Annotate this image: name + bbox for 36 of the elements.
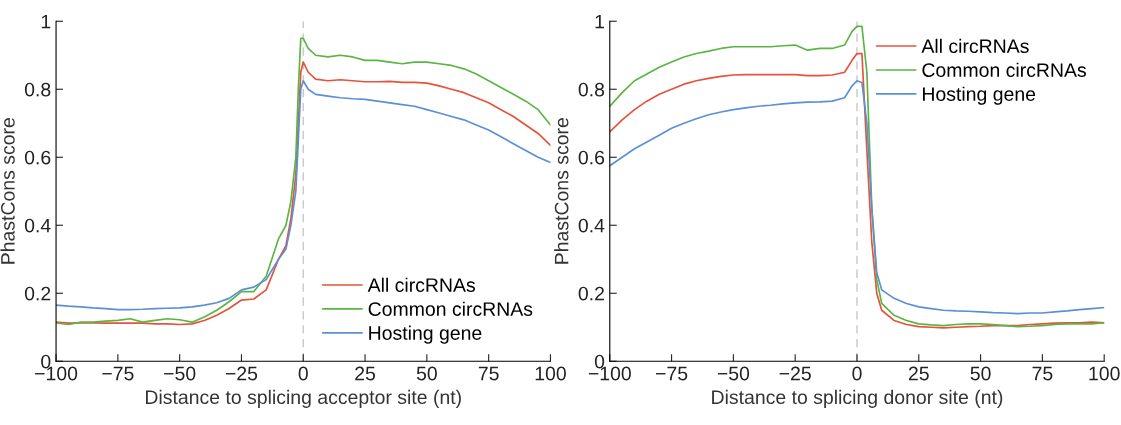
x-axis-title: Distance to splicing donor site (nt) xyxy=(712,389,1003,408)
x-tick-label: −50 xyxy=(717,366,750,381)
y-tick-label: 0.4 xyxy=(24,218,51,233)
y-tick-label: 0.8 xyxy=(578,82,605,97)
y-tick-label: 0.6 xyxy=(578,150,605,165)
y-tick-label: 1 xyxy=(595,14,604,29)
x-tick-label: 0 xyxy=(852,366,862,381)
x-tick-label: 50 xyxy=(416,366,437,381)
x-tick-label: −25 xyxy=(225,366,258,381)
legend-label: Common circRNAs xyxy=(922,62,1086,77)
y-axis-title: PhastCons score xyxy=(554,118,569,264)
x-tick-label: −75 xyxy=(656,366,688,381)
x-tick-label: 100 xyxy=(1089,366,1120,381)
x-tick-label: 100 xyxy=(535,366,566,381)
x-tick-label: −25 xyxy=(779,366,811,381)
y-tick-label: 0.8 xyxy=(24,82,51,97)
y-axis-title: PhastCons score xyxy=(0,118,15,264)
x-axis-title: Distance to splicing acceptor site (nt) xyxy=(145,389,461,408)
x-tick-label: 25 xyxy=(355,366,376,381)
x-tick-label: 75 xyxy=(478,366,499,381)
y-tick-label: 1 xyxy=(41,14,51,29)
legend-label: Hosting gene xyxy=(369,325,482,344)
x-tick-label: 0 xyxy=(298,366,308,381)
x-tick-label: −50 xyxy=(164,366,196,381)
x-tick-label: 75 xyxy=(1032,366,1053,381)
x-tick-label: 50 xyxy=(970,366,991,381)
y-tick-label: 0.2 xyxy=(24,286,51,301)
legend-label: All circRNAs xyxy=(921,38,1029,54)
legend-label: Hosting gene xyxy=(922,86,1036,105)
x-tick-label: −75 xyxy=(102,366,134,381)
y-tick-label: 0.2 xyxy=(578,286,604,301)
legend-label: All circRNAs xyxy=(367,277,475,292)
legend-label: Common circRNAs xyxy=(368,301,533,316)
y-tick-label: 0.6 xyxy=(24,150,51,165)
y-tick-label: 0.4 xyxy=(578,218,605,233)
x-tick-label: 25 xyxy=(908,366,929,381)
